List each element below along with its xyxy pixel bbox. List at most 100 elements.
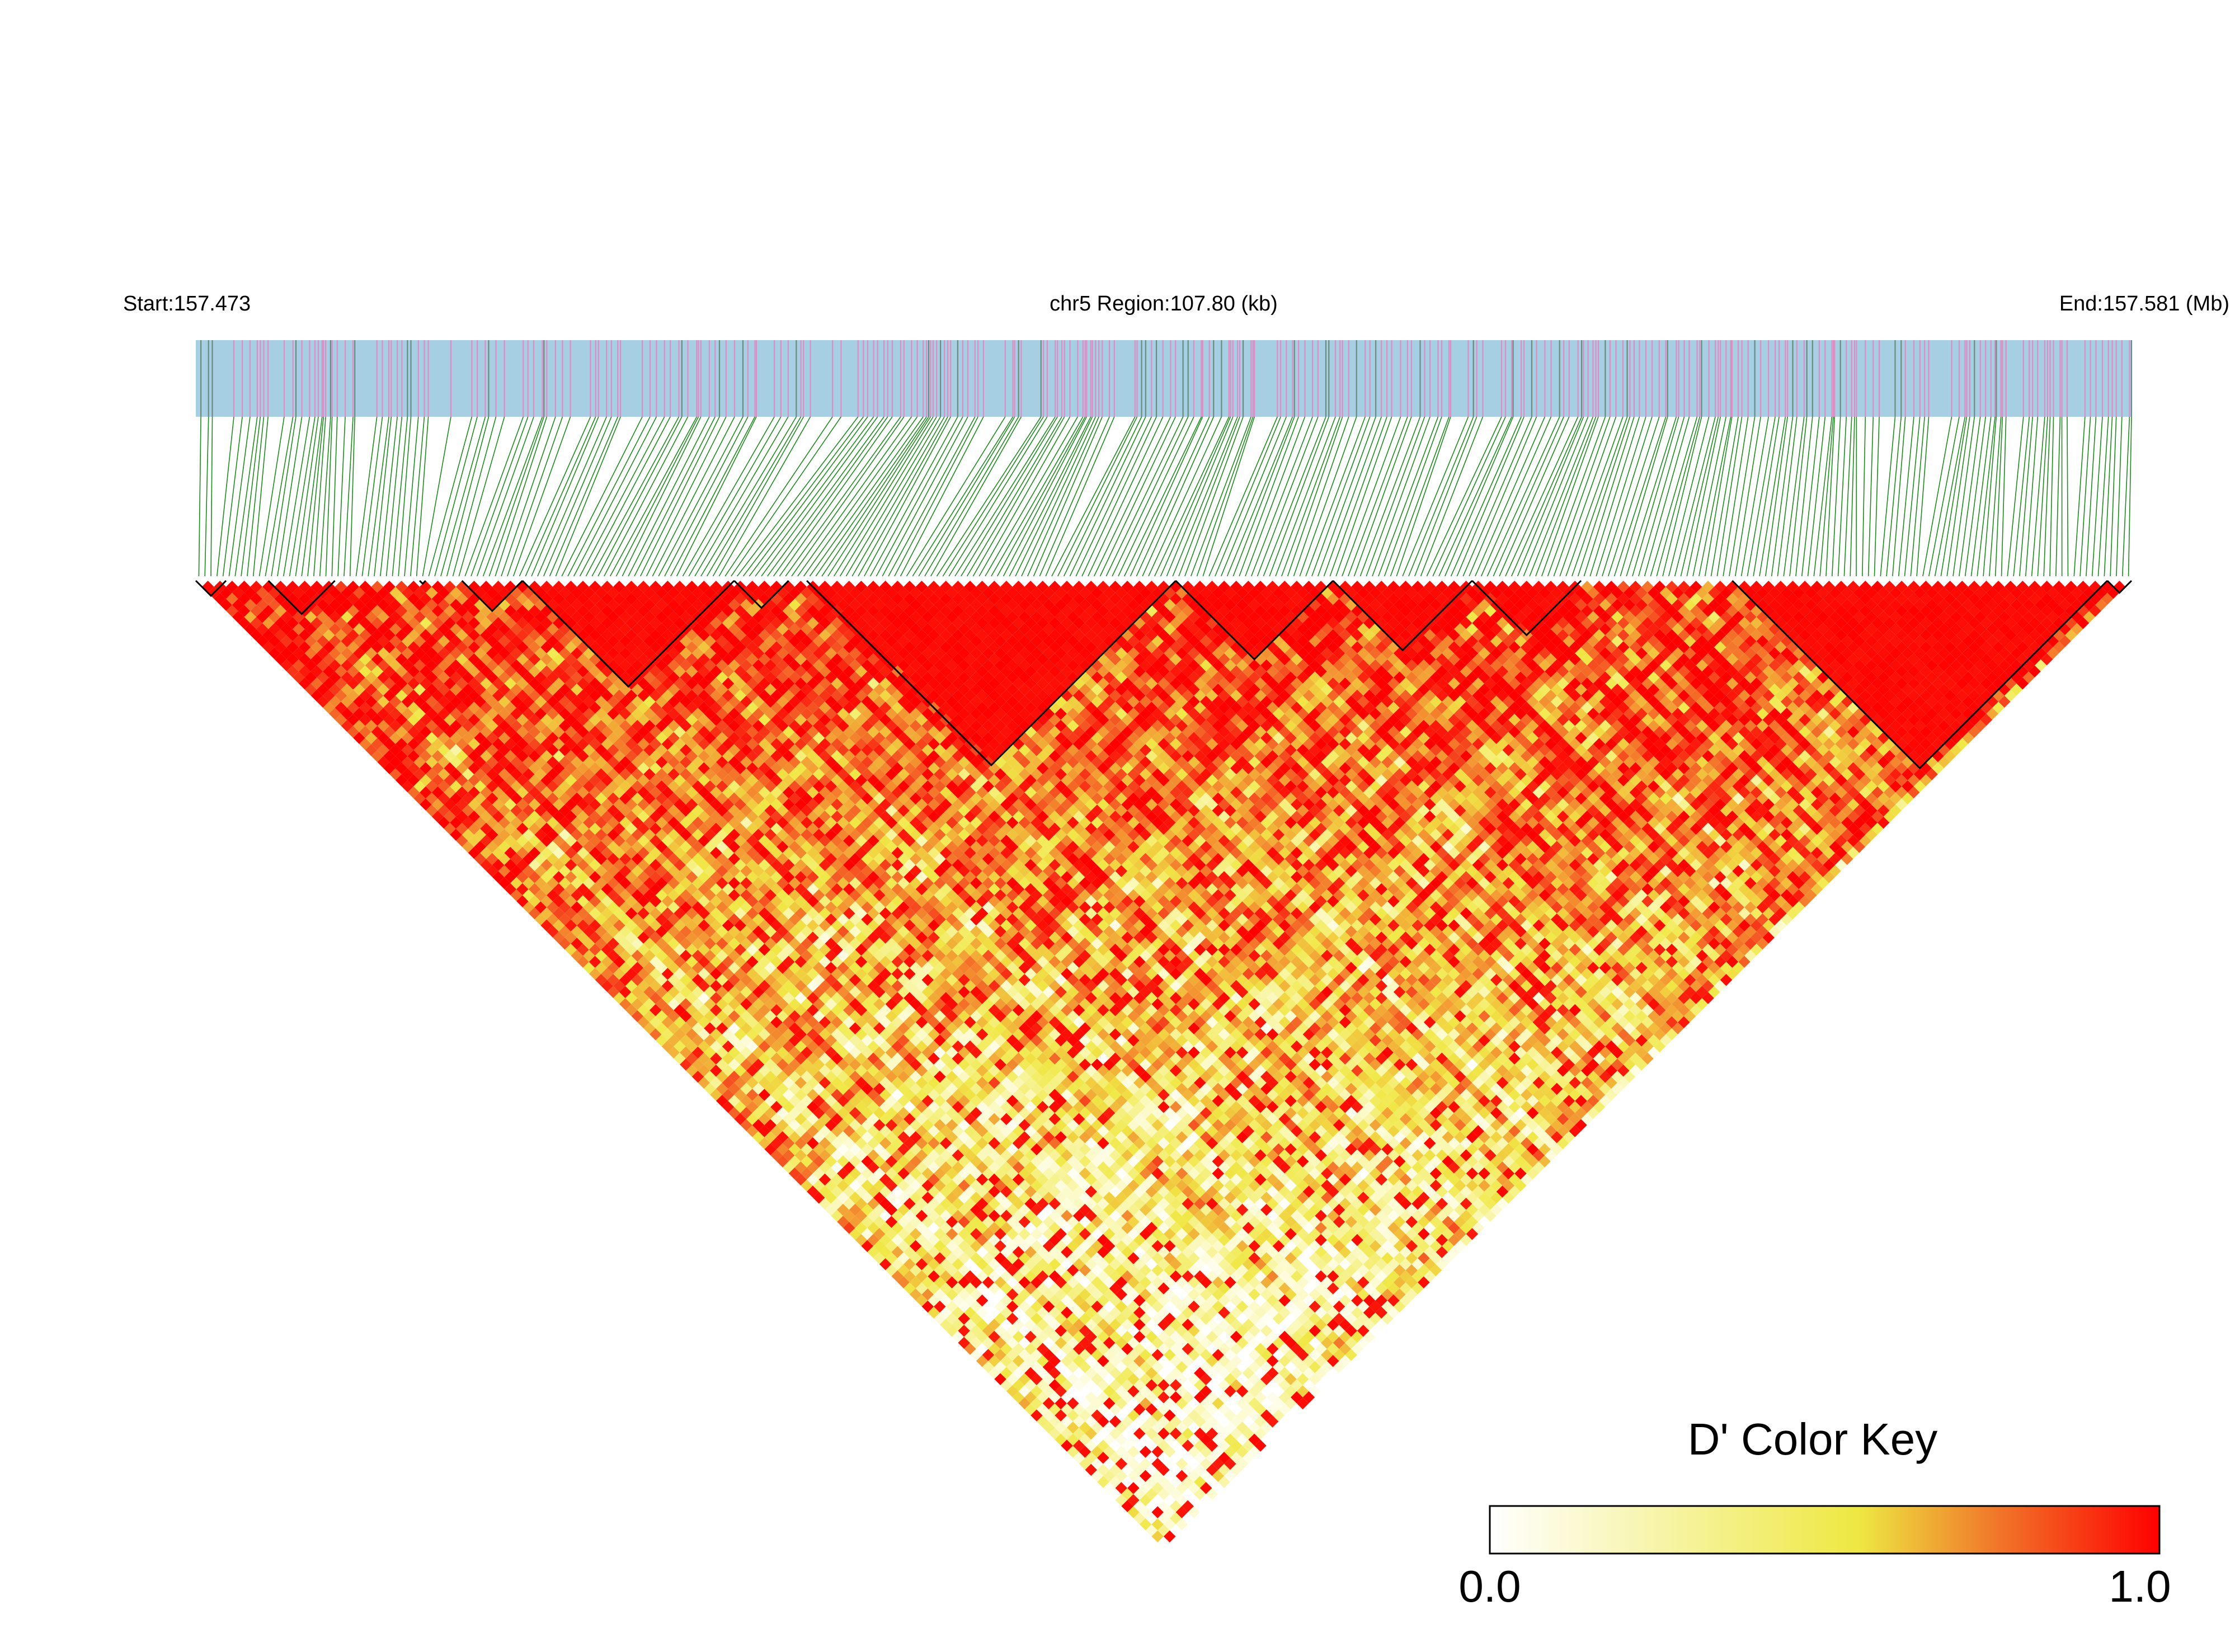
snp-connector	[1553, 416, 1611, 577]
snp-connector	[416, 416, 429, 577]
snp-connector	[622, 416, 702, 577]
snp-connector	[996, 416, 1086, 577]
snp-connector	[664, 416, 749, 577]
snp-connector	[640, 416, 720, 577]
snp-connector	[1541, 416, 1599, 577]
snp-connector	[325, 416, 333, 577]
snp-connector	[1613, 416, 1667, 577]
snp-connector	[355, 416, 378, 577]
snp-connector	[512, 416, 571, 577]
snp-connector	[1166, 416, 1234, 577]
snp-connector	[301, 416, 323, 577]
snp-position-ticks	[200, 340, 2133, 417]
snp-connector	[1287, 416, 1343, 577]
snp-connector	[204, 416, 209, 577]
snp-connector	[434, 416, 478, 577]
snp-connector	[1734, 416, 1761, 577]
snp-connector	[470, 416, 529, 577]
snp-track-background	[196, 340, 2132, 417]
snp-connector	[543, 416, 612, 577]
snp-connector	[2067, 416, 2069, 577]
snp-connector	[1983, 416, 1997, 577]
snp-connector	[1850, 416, 1855, 577]
snp-connector	[1747, 416, 1776, 577]
snp-connector	[1511, 416, 1582, 577]
snp-connector	[1989, 416, 2002, 577]
snp-connector	[1535, 416, 1597, 577]
snp-connector	[930, 416, 1022, 577]
snp-connector	[1740, 416, 1769, 577]
snp-connector	[1959, 416, 1981, 577]
snp-connector	[1716, 416, 1743, 577]
snp-connector	[519, 416, 591, 577]
snp-connector	[501, 416, 556, 577]
snp-connector	[1069, 416, 1146, 577]
snp-connector	[537, 416, 607, 577]
snp-connector	[942, 416, 1044, 577]
snp-connector	[1015, 416, 1093, 577]
snp-connector	[477, 416, 534, 577]
snp-connector	[1656, 416, 1701, 577]
snp-connector	[1432, 416, 1506, 577]
snp-connector	[1571, 416, 1628, 577]
snp-connector	[1190, 416, 1252, 577]
snp-connector	[869, 416, 958, 577]
snp-connector	[1602, 416, 1653, 577]
snp-connector	[488, 416, 545, 577]
snp-connector	[1239, 416, 1299, 577]
snp-connector	[1275, 416, 1336, 577]
snp-connector	[241, 416, 261, 577]
snp-connector	[591, 416, 680, 577]
snp-connector	[217, 416, 234, 577]
snp-connector	[277, 416, 303, 577]
snp-connector	[1710, 416, 1739, 577]
snp-connector	[1263, 416, 1326, 577]
snp-connector	[410, 416, 425, 577]
snp-connector	[694, 416, 789, 577]
snp-connector	[579, 416, 665, 577]
snp-connector	[379, 416, 398, 577]
snp-connector	[1184, 416, 1244, 577]
snp-position-track	[196, 340, 2133, 417]
snp-connector	[1081, 416, 1157, 577]
snp-connector	[567, 416, 651, 577]
snp-connector	[1450, 416, 1522, 577]
snp-connector	[1009, 416, 1091, 577]
snp-connector	[1215, 416, 1281, 577]
snp-connector	[1348, 416, 1408, 577]
snp-connector	[1051, 416, 1136, 577]
snp-connector	[609, 416, 698, 577]
snp-connector	[1867, 416, 1874, 577]
snp-connector	[210, 416, 213, 577]
snp-connector	[1559, 416, 1617, 577]
snp-connector	[1813, 416, 1833, 577]
snp-connector	[1475, 416, 1546, 577]
snp-connector	[724, 416, 833, 577]
snp-connector	[906, 416, 1006, 577]
snp-connector	[755, 416, 874, 577]
snp-connector	[1099, 416, 1176, 577]
snp-connector	[761, 416, 878, 577]
snp-connector	[428, 416, 473, 577]
snp-connector	[1329, 416, 1387, 577]
snp-connector	[821, 416, 929, 577]
snp-connector	[1269, 416, 1330, 577]
snp-connector	[1928, 416, 1960, 577]
snp-connector	[252, 416, 269, 577]
snp-connector	[446, 416, 490, 577]
snp-connector	[1916, 416, 1930, 577]
snp-connector	[1462, 416, 1532, 577]
snp-connector	[398, 416, 412, 577]
snp-connector	[561, 416, 643, 577]
snp-connector	[682, 416, 775, 577]
snp-connector	[1305, 416, 1366, 577]
snp-connector	[452, 416, 497, 577]
snp-connector	[1142, 416, 1214, 577]
snp-connector	[1499, 416, 1570, 577]
snp-connector	[2007, 416, 2024, 577]
snp-connector	[331, 416, 338, 577]
snp-connector	[912, 416, 1014, 577]
snp-connector	[1698, 416, 1731, 577]
snp-connector	[779, 416, 893, 577]
